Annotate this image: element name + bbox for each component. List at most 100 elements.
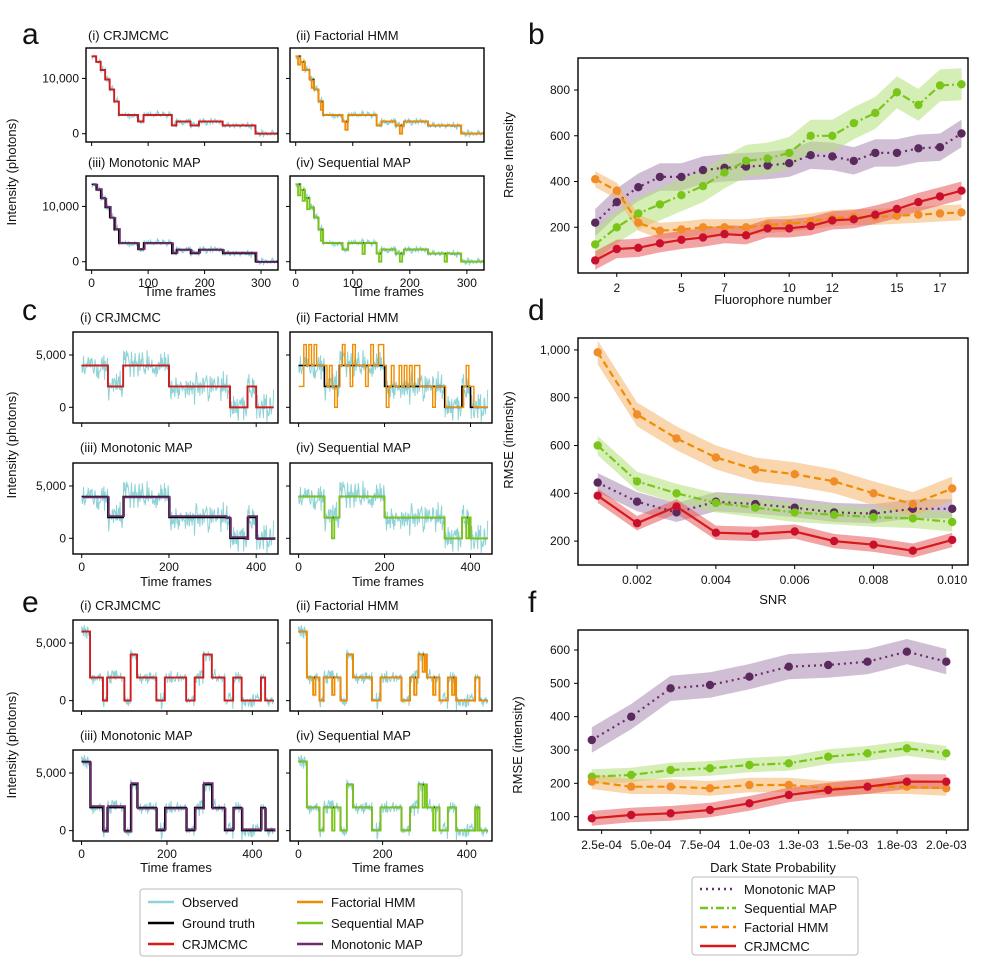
- estimate-line-mono: [92, 183, 278, 263]
- rmse-chart-dark-state: 100 200 300 400 500 600 2.5e-04 5.0e-04 7.5e-04 1…: [550, 629, 969, 852]
- trace-a-factorial-hmm: [286, 47, 485, 146]
- ytick-label: 600: [550, 129, 570, 143]
- ytick-label: 200: [550, 776, 570, 790]
- observed-signal: [297, 754, 489, 841]
- title-c-mono: (iii) Monotonic MAP: [80, 440, 193, 455]
- xtick-label: 2.0e-03: [926, 838, 967, 852]
- data-point-seq: [806, 131, 815, 140]
- xlabel-c-left: Time frames: [140, 574, 212, 589]
- ytick-label: 400: [550, 486, 570, 500]
- xtick-label: 7.5e-04: [680, 838, 721, 852]
- band-seq: [591, 741, 947, 784]
- data-point-crj: [677, 235, 686, 244]
- data-point-mono: [784, 662, 793, 671]
- data-point-fhmm: [666, 782, 675, 791]
- data-point-crj: [948, 535, 957, 545]
- trace-frame: [289, 619, 493, 712]
- ytick-label: 600: [550, 643, 570, 657]
- data-point-seq: [711, 498, 721, 508]
- observed-signal: [81, 754, 275, 841]
- trace-a-monotonic-map: 0 10,000 0 100 200 300: [42, 175, 279, 290]
- xtick-label: 400: [460, 560, 480, 574]
- xtick-label: 100: [343, 276, 363, 290]
- xtick-label: 12: [826, 281, 840, 295]
- data-point-seq: [824, 752, 833, 761]
- data-point-seq: [591, 240, 600, 249]
- estimate-line-mono: [82, 496, 276, 540]
- legend-label-mono: Monotonic MAP: [331, 937, 423, 952]
- data-point-mono: [698, 165, 708, 175]
- trace-plot-area: [81, 754, 276, 841]
- data-point-crj: [672, 502, 681, 511]
- legend-traces: Observed Ground truth CRJMCMC Factorial HMM…: [139, 888, 463, 957]
- data-point-seq: [829, 510, 839, 519]
- trace-plot-area: [298, 343, 489, 423]
- data-point-seq: [828, 131, 837, 140]
- trace-frame: [72, 749, 279, 842]
- data-point-crj: [829, 536, 839, 546]
- data-point-crj: [828, 216, 837, 225]
- title-a-fhmm: (ii) Factorial HMM: [296, 28, 399, 43]
- estimate-line-crj: [81, 630, 274, 702]
- xtick-label: 200: [400, 276, 420, 290]
- legend-label-fhmm: Factorial HMM: [331, 895, 416, 910]
- data-point-mono: [824, 660, 833, 670]
- title-c-crj: (i) CRJMCMC: [80, 310, 161, 325]
- xtick-label: 0: [78, 847, 85, 861]
- data-point-fhmm: [948, 484, 957, 493]
- legend-label-crj: CRJMCMC: [744, 939, 810, 954]
- data-point-mono: [666, 684, 675, 693]
- observed-signal: [297, 624, 489, 711]
- data-point-mono: [677, 172, 686, 182]
- ytick-label: 0: [59, 531, 66, 545]
- title-e-crj: (i) CRJMCMC: [80, 598, 161, 613]
- data-point-mono: [612, 197, 621, 207]
- data-point-mono: [587, 735, 596, 745]
- xtick-label: 0: [292, 276, 299, 290]
- title-e-fhmm: (ii) Factorial HMM: [296, 598, 399, 613]
- data-point-mono: [892, 148, 902, 158]
- data-point-mono: [785, 159, 794, 168]
- data-point-crj: [741, 231, 751, 240]
- trace-c-monotonic-map: 0 5,000 0 200 400: [36, 462, 279, 574]
- series-line-crj: [591, 780, 947, 820]
- data-point-crj: [902, 777, 912, 786]
- trace-plot-area: [81, 624, 275, 711]
- data-point-mono: [763, 161, 772, 170]
- xtick-label: 100: [138, 276, 158, 290]
- band-crj: [597, 488, 953, 558]
- trace-a-crjmcmc: 0 10,000: [42, 47, 279, 146]
- ytick-label: 0: [59, 694, 66, 708]
- data-point-seq: [741, 156, 751, 166]
- estimate-line-crj: [81, 364, 274, 409]
- chart-frame: [577, 337, 969, 566]
- xtick-label: 0: [295, 560, 302, 574]
- xlabel-e-right: Time frames: [352, 860, 424, 875]
- xtick-label: 5: [678, 281, 685, 295]
- ytick-label: 0: [72, 255, 79, 269]
- ytick-label: 100: [550, 810, 570, 824]
- data-point-crj: [705, 805, 715, 815]
- chart-f-xlabel: Dark State Probability: [710, 860, 836, 875]
- legend-label-observed: Observed: [182, 895, 238, 910]
- trace-frame: [85, 175, 279, 271]
- estimate-line-fhmm: [298, 630, 488, 702]
- data-point-fhmm: [741, 223, 751, 232]
- ytick-label: 5,000: [36, 479, 66, 493]
- xtick-label: 15: [890, 281, 904, 295]
- trace-e-crjmcmc: 0 5,000: [36, 619, 279, 715]
- data-point-crj: [942, 777, 951, 786]
- data-point-crj: [720, 229, 729, 239]
- ytick-label: 0: [59, 400, 66, 414]
- data-point-crj: [935, 192, 945, 201]
- legend-label-crj: CRJMCMC: [182, 937, 248, 952]
- data-point-mono: [745, 672, 754, 681]
- data-point-crj: [806, 221, 815, 231]
- data-point-fhmm: [634, 218, 643, 227]
- chart-b-xlabel: Fluorophore number: [714, 292, 832, 307]
- xlabel-a-left: Time frames: [144, 284, 216, 299]
- data-point-crj: [751, 529, 760, 539]
- data-point-seq: [908, 514, 917, 523]
- xtick-label: 1.3e-03: [778, 838, 819, 852]
- data-point-fhmm: [829, 477, 839, 486]
